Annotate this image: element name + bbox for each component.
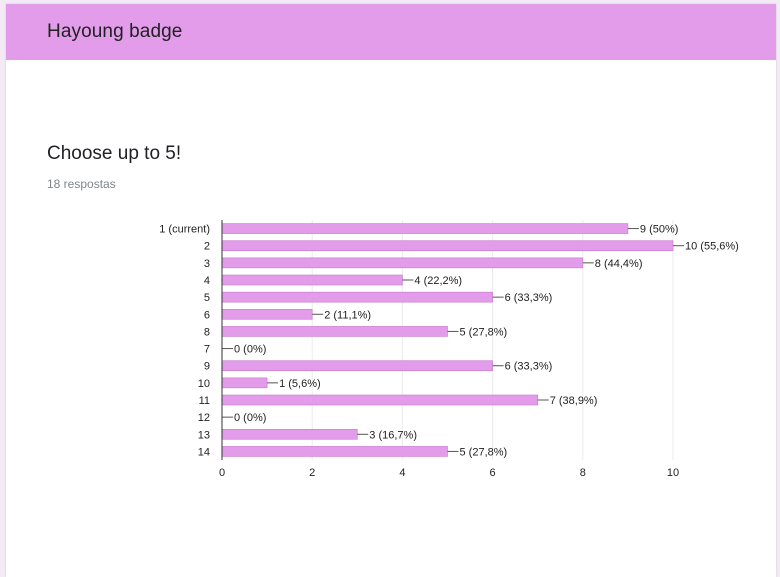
bar xyxy=(221,257,584,269)
bar xyxy=(221,223,629,234)
x-tick-label: 4 xyxy=(399,467,405,479)
category-label: 2 xyxy=(204,241,210,253)
x-tick-label: 6 xyxy=(490,467,496,479)
data-label: 6 (33,3%) xyxy=(505,361,553,373)
data-label: 9 (50%) xyxy=(640,224,679,236)
question-title: Choose up to 5! xyxy=(47,143,182,164)
category-label: 6 xyxy=(204,309,210,321)
bar xyxy=(221,377,268,389)
bar xyxy=(221,428,358,440)
bar xyxy=(221,326,448,337)
x-tick-label: 0 xyxy=(219,467,225,479)
category-label: 1 (current) xyxy=(159,224,210,236)
category-label: 12 xyxy=(198,412,210,424)
bar xyxy=(221,240,674,252)
data-label: 5 (27,8%) xyxy=(460,326,508,338)
bar-chart: 0 2 4 6 8 10 1 (current) 9 (50%) 2 10 (55,6%) 3 8 (… xyxy=(159,220,739,479)
data-label: 8 (44,4%) xyxy=(595,258,643,270)
x-tick-label: 2 xyxy=(309,467,315,479)
category-label: 9 xyxy=(204,361,210,373)
data-label: 5 (27,8%) xyxy=(460,446,508,458)
x-tick-label: 10 xyxy=(667,467,679,479)
bar xyxy=(221,274,403,286)
bar xyxy=(221,446,448,457)
data-label: 3 (16,7%) xyxy=(369,429,417,441)
category-label: 11 xyxy=(199,395,210,407)
response-count: 18 respostas xyxy=(47,177,116,191)
bar xyxy=(221,394,539,406)
category-label: 14 xyxy=(198,446,210,458)
bar xyxy=(221,360,493,372)
category-label: 10 xyxy=(198,378,210,390)
category-label: 8 xyxy=(204,326,210,338)
data-label: 0 (0%) xyxy=(234,412,266,424)
bar xyxy=(221,291,493,303)
data-label: 2 (11,1%) xyxy=(324,309,371,321)
x-tick-label: 8 xyxy=(580,467,586,479)
category-label: 13 xyxy=(198,429,210,441)
data-label: 4 (22,2%) xyxy=(414,275,462,287)
data-label: 7 (38,9%) xyxy=(550,395,598,407)
data-label: 10 (55,6%) xyxy=(685,241,739,253)
form-title: Hayoung badge xyxy=(47,21,183,42)
form-card: Hayoung badge Choose up to 5! 18 respost… xyxy=(6,4,776,577)
category-label: 3 xyxy=(204,258,210,270)
bar xyxy=(221,308,313,320)
category-label: 4 xyxy=(204,275,210,287)
category-label: 7 xyxy=(204,344,210,356)
category-label: 5 xyxy=(204,292,210,304)
data-label: 6 (33,3%) xyxy=(505,292,553,304)
form-header: Hayoung badge xyxy=(6,4,776,60)
data-label: 1 (5,6%) xyxy=(279,378,321,390)
data-label: 0 (0%) xyxy=(234,344,266,356)
